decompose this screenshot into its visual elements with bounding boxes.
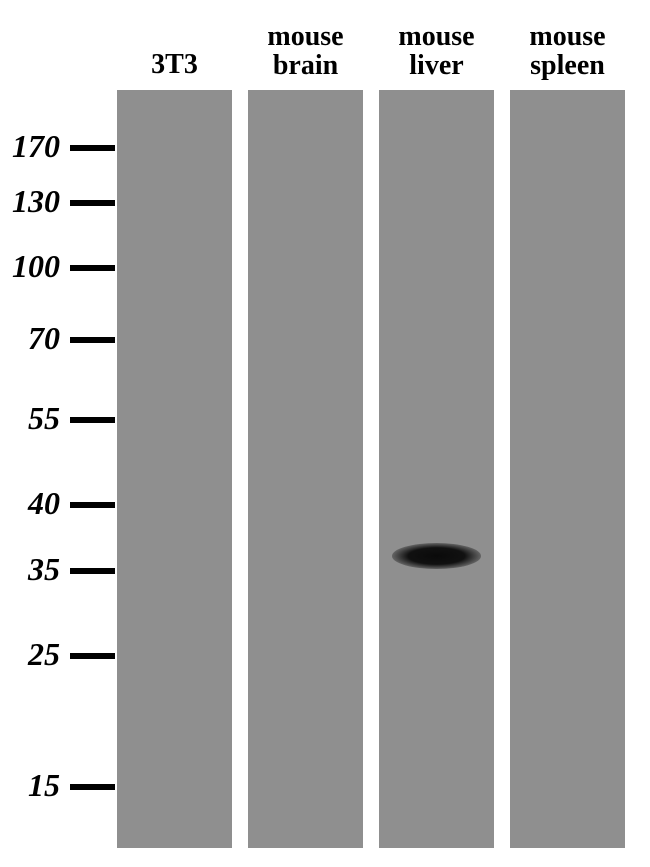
mw-label-170: 170 [12, 128, 60, 165]
lane-header-mouse-liver: mouseliver [379, 22, 494, 81]
mw-label-70: 70 [28, 320, 60, 357]
lane-header-line: 3T3 [117, 50, 232, 79]
lane-mouse-brain [248, 90, 363, 848]
mw-label-35: 35 [28, 551, 60, 588]
mw-label-25: 25 [28, 636, 60, 673]
lane-header-line: spleen [510, 51, 625, 80]
mw-label-130: 130 [12, 183, 60, 220]
lane-mouse-spleen [510, 90, 625, 848]
lane-header-3T3: 3T3 [117, 50, 232, 79]
mw-tick-55 [70, 417, 115, 423]
lane-header-line: mouse [510, 22, 625, 51]
lane-mouse-liver [379, 90, 494, 848]
mw-label-15: 15 [28, 767, 60, 804]
lane-header-mouse-spleen: mousespleen [510, 22, 625, 81]
lane-3T3 [117, 90, 232, 848]
band-mouse-liver-36kda [392, 543, 482, 569]
mw-tick-35 [70, 568, 115, 574]
lane-header-line: liver [379, 51, 494, 80]
lane-header-mouse-brain: mousebrain [248, 22, 363, 81]
lane-header-line: brain [248, 51, 363, 80]
mw-tick-100 [70, 265, 115, 271]
mw-label-40: 40 [28, 485, 60, 522]
mw-tick-25 [70, 653, 115, 659]
blot-figure: 3T3mousebrainmouselivermousespleen170130… [0, 0, 650, 867]
mw-tick-170 [70, 145, 115, 151]
lane-header-line: mouse [379, 22, 494, 51]
mw-tick-40 [70, 502, 115, 508]
mw-tick-15 [70, 784, 115, 790]
mw-tick-70 [70, 337, 115, 343]
mw-tick-130 [70, 200, 115, 206]
mw-label-100: 100 [12, 248, 60, 285]
lane-header-line: mouse [248, 22, 363, 51]
mw-label-55: 55 [28, 400, 60, 437]
